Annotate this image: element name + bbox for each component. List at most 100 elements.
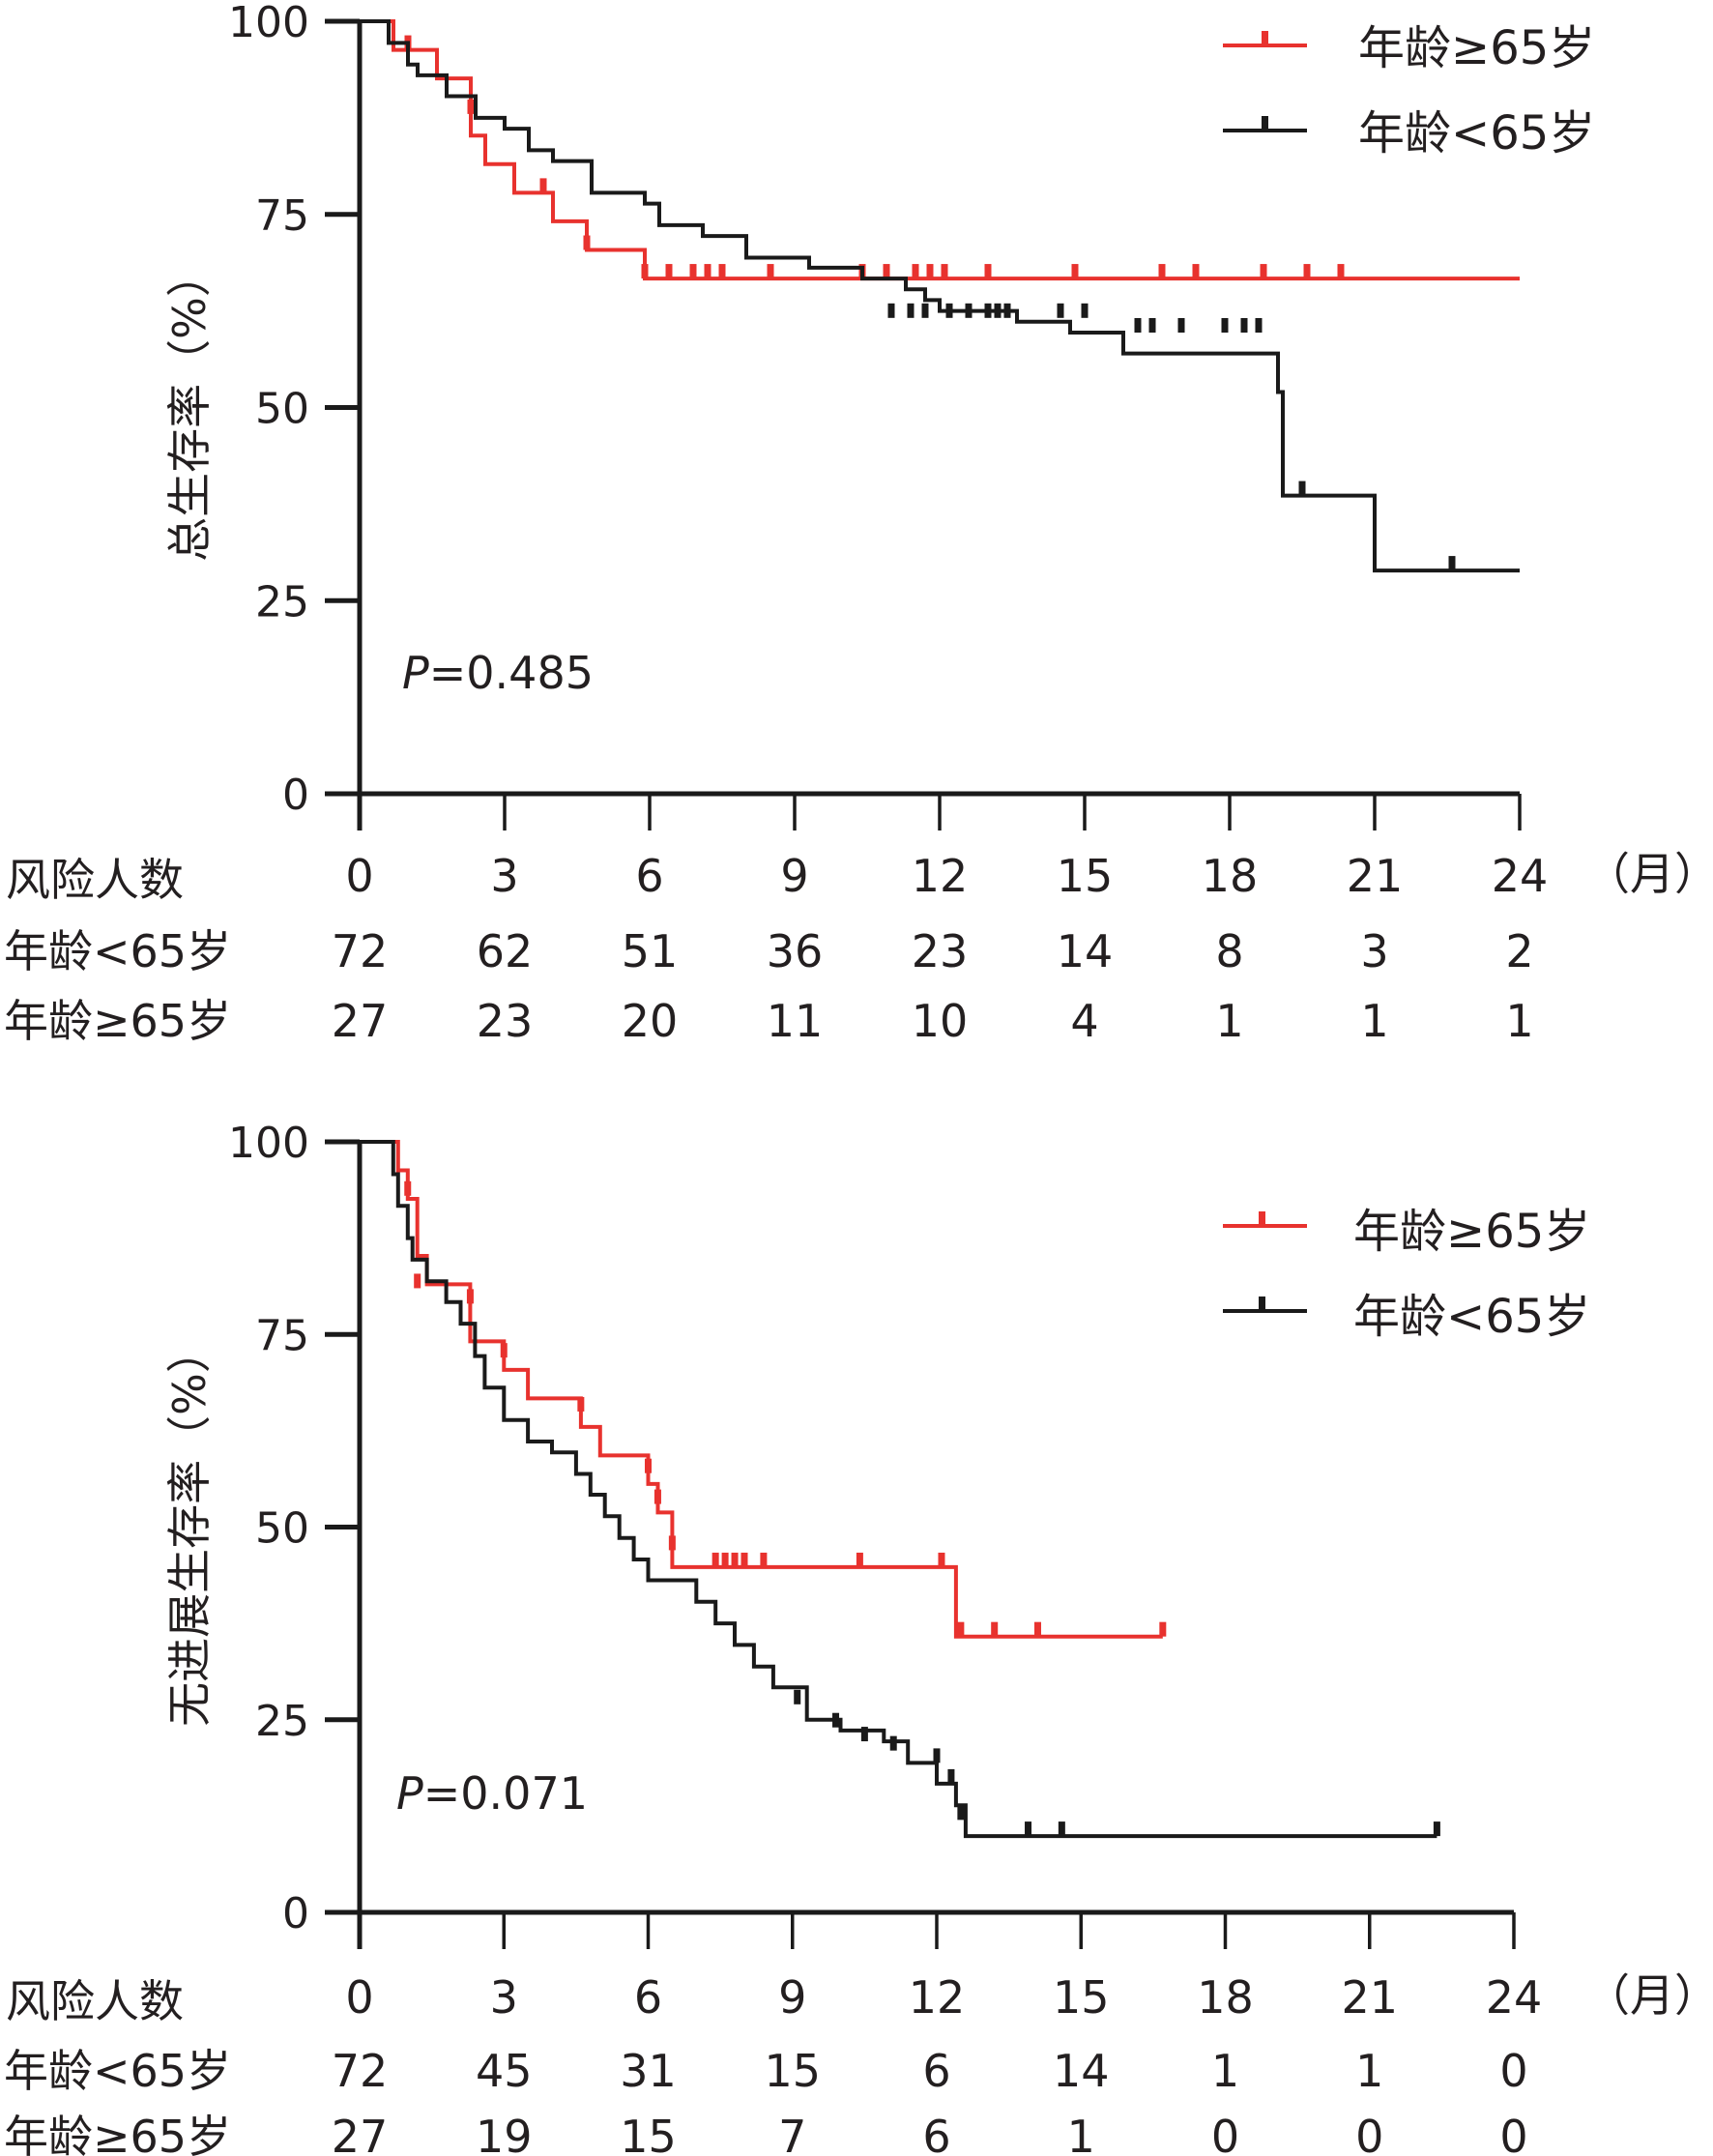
censor-mark-older: [1159, 1621, 1167, 1637]
x-tick-label: 24: [1486, 1971, 1543, 2024]
risk-table-cell: 20: [622, 995, 679, 1047]
risk-table-cell: 11: [767, 995, 824, 1047]
x-tick-label: 0: [345, 1971, 373, 2024]
legend-label-older: 年龄≥65岁: [1353, 1205, 1590, 1259]
risk-table-cell: 4: [1070, 995, 1098, 1047]
p-value-number: =0.485: [429, 647, 594, 699]
censor-mark-older: [856, 1552, 863, 1567]
x-tick-label: 21: [1347, 850, 1404, 902]
x-axis-unit: （月）: [1585, 1969, 1713, 2022]
censor-mark-older: [404, 1180, 412, 1196]
risk-row-label-older: 年龄≥65岁: [4, 2111, 231, 2156]
censor-mark-younger: [957, 1805, 965, 1821]
legend-label-younger: 年龄<65岁: [1353, 1290, 1590, 1344]
censor-mark-older: [689, 264, 697, 279]
censor-mark-younger: [1058, 1821, 1065, 1837]
censor-mark-older: [1192, 264, 1200, 279]
risk-table-values: 72 62 51 36 23 14 8 3 227 23 20 11 10 4 1 1 1: [332, 925, 1534, 1047]
km-curve-older: [360, 19, 1520, 281]
risk-table-cell: 1: [1215, 995, 1243, 1047]
censor-mark-older: [665, 264, 673, 279]
legend-label-older: 年龄≥65岁: [1358, 21, 1595, 75]
censor-mark-older: [466, 1289, 474, 1304]
censor-mark-older: [991, 1621, 999, 1637]
censor-mark-older: [941, 264, 948, 279]
censor-mark-older: [926, 264, 934, 279]
censor-mark-older: [731, 1552, 739, 1567]
y-tick-label: 0: [282, 1889, 309, 1938]
legend-censor-mark-older: [1259, 1211, 1265, 1226]
y-tick-label: 75: [255, 191, 309, 241]
x-tick-label: 18: [1202, 850, 1259, 902]
risk-table-cell: 1: [1067, 2111, 1095, 2156]
censor-mark-older: [1303, 264, 1311, 279]
censor-mark-older: [883, 264, 890, 279]
risk-table-header: 风险人数: [6, 854, 184, 906]
x-tick-label: 15: [1057, 850, 1114, 902]
risk-table-values: 72 45 31 15 6 14 1 1 0 27 19 15 7 6 1 0 0 0: [332, 2045, 1528, 2156]
p-value: P=0.071: [396, 1767, 588, 1820]
censor-mark-younger: [860, 1727, 868, 1742]
censor-mark-older: [1260, 264, 1267, 279]
risk-table-cell: 72: [332, 925, 389, 977]
risk-table-cell: 23: [477, 995, 534, 1047]
risk-table-cell: 31: [620, 2045, 677, 2097]
x-tick-label: 3: [490, 1971, 518, 2024]
y-tick-label: 100: [228, 0, 309, 47]
y-axis-label: 无进展生存率（%）: [163, 1328, 216, 1727]
censor-mark-younger: [1003, 303, 1011, 318]
km-curve-younger: [360, 19, 1520, 573]
tick-labels: 0 25 50 75 100 0 3 6 9 12 15 18 21 24: [228, 1119, 1542, 2024]
axes: [325, 18, 1522, 830]
x-tick-label: 21: [1341, 1971, 1398, 2024]
risk-row-label-younger: 年龄<65岁: [4, 2045, 231, 2097]
x-axis-unit: （月）: [1585, 848, 1713, 900]
p-value-number: =0.071: [423, 1767, 588, 1820]
risk-table: 风险人数 （月） 年龄<65岁 年龄≥65岁 72 45 31 15 6 14 1 1 027 1…: [4, 1969, 1713, 2156]
y-axis-label: 总生存率（%）: [163, 252, 216, 562]
censor-mark-older: [1033, 1621, 1041, 1637]
risk-table-cell: 6: [922, 2045, 950, 2097]
censor-mark-older: [711, 1552, 719, 1567]
x-tick-label: 6: [635, 850, 663, 902]
p-value-label: P: [396, 1767, 423, 1820]
km-curve-older: [360, 1140, 1163, 1639]
censor-mark-older: [668, 1535, 676, 1551]
p-value: P=0.485: [402, 647, 594, 699]
censor-mark-younger: [1025, 1821, 1032, 1837]
legend-item-younger: 年龄<65岁: [1223, 106, 1595, 160]
censor-mark-older: [467, 99, 475, 114]
risk-table-cell: 1: [1211, 2045, 1239, 2097]
risk-row-label-younger: 年龄<65岁: [4, 925, 231, 977]
legend-censor-mark-younger: [1259, 1297, 1265, 1311]
censor-mark-older: [1337, 264, 1345, 279]
censor-mark-younger: [1134, 317, 1142, 333]
censor-mark-younger: [832, 1712, 840, 1728]
risk-table-cell: 1: [1505, 995, 1533, 1047]
legend-item-older: 年龄≥65岁: [1223, 21, 1595, 75]
risk-table-cell: 62: [477, 925, 534, 977]
x-tick-label: 12: [912, 850, 969, 902]
km-curve-younger: [360, 1140, 1437, 1839]
risk-table-cell: 72: [332, 2045, 389, 2097]
x-tick-label: 15: [1053, 1971, 1110, 2024]
survival-curves: [360, 19, 1520, 573]
risk-table-cell: 7: [778, 2111, 806, 2156]
risk-table-cell: 0: [1499, 2045, 1527, 2097]
risk-table-cell: 23: [912, 925, 969, 977]
risk-table-cell: 27: [332, 2111, 389, 2156]
censor-mark-younger: [994, 303, 1002, 318]
censor-mark-younger: [933, 1748, 941, 1763]
censor-mark-younger: [907, 303, 915, 318]
risk-table-cell: 14: [1057, 925, 1114, 977]
censor-mark-younger: [945, 303, 953, 318]
risk-table-header: 风险人数: [6, 1975, 184, 2027]
censor-mark-younger: [984, 303, 992, 318]
censor-mark-older: [718, 264, 726, 279]
risk-table-cell: 14: [1053, 2045, 1110, 2097]
censor-mark-younger: [1177, 317, 1185, 333]
censor-mark-older: [1071, 264, 1079, 279]
censor-mark-older: [984, 264, 992, 279]
risk-table-cell: 2: [1505, 925, 1533, 977]
risk-table-cell: 10: [912, 995, 969, 1047]
